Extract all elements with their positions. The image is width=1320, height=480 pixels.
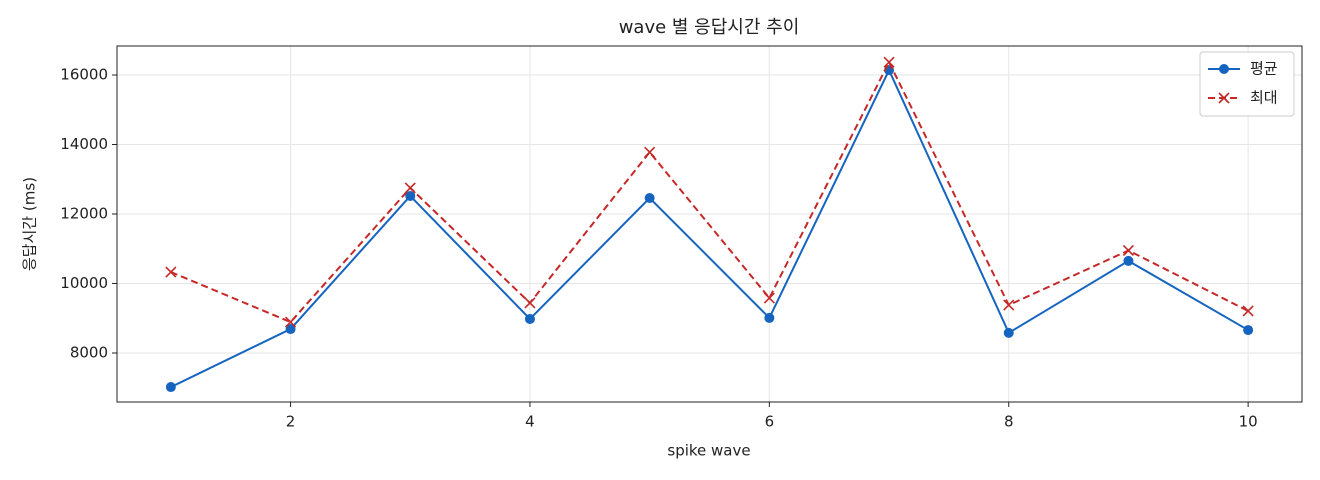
data-point xyxy=(883,56,895,68)
data-point xyxy=(644,146,656,158)
data-point xyxy=(644,193,655,204)
plot-frame xyxy=(116,45,1303,403)
data-point xyxy=(524,297,536,309)
data-point xyxy=(165,382,176,393)
legend-marker xyxy=(1218,92,1230,104)
data-point xyxy=(404,182,416,194)
data-point xyxy=(1243,325,1254,336)
x-tick-label: 2 xyxy=(286,413,296,431)
data-point xyxy=(285,324,296,335)
data-point xyxy=(1123,255,1134,266)
x-tick-label: 4 xyxy=(525,413,535,431)
series-line xyxy=(170,59,1249,324)
data-point xyxy=(284,316,297,328)
data-point xyxy=(1122,244,1135,257)
series-line xyxy=(170,67,1249,388)
legend-marker xyxy=(1219,64,1229,74)
x-tick-label: 8 xyxy=(1004,413,1014,431)
data-point xyxy=(1003,299,1015,311)
x-tick-label: 10 xyxy=(1239,413,1258,431)
x-tick-label: 6 xyxy=(765,413,775,431)
legend-box xyxy=(1199,51,1295,117)
x-axis-label: spike wave xyxy=(667,442,750,460)
data-point xyxy=(405,190,416,201)
legend-label: 평균 xyxy=(1250,60,1278,78)
data-point xyxy=(524,313,535,324)
data-point xyxy=(1003,327,1014,338)
y-axis-label: 응답시간 (ms) xyxy=(21,177,39,271)
chart-title: wave 별 응답시간 추이 xyxy=(619,17,800,38)
y-tick-label: 8000 xyxy=(70,344,108,362)
y-tick-label: 10000 xyxy=(60,274,108,292)
y-tick-label: 14000 xyxy=(60,135,108,153)
data-point xyxy=(1242,305,1254,317)
y-tick-label: 16000 xyxy=(60,66,108,84)
data-point xyxy=(763,292,775,304)
legend-label: 최대 xyxy=(1250,89,1278,107)
data-point xyxy=(165,266,177,278)
data-point xyxy=(764,312,775,323)
y-tick-label: 12000 xyxy=(60,205,108,223)
